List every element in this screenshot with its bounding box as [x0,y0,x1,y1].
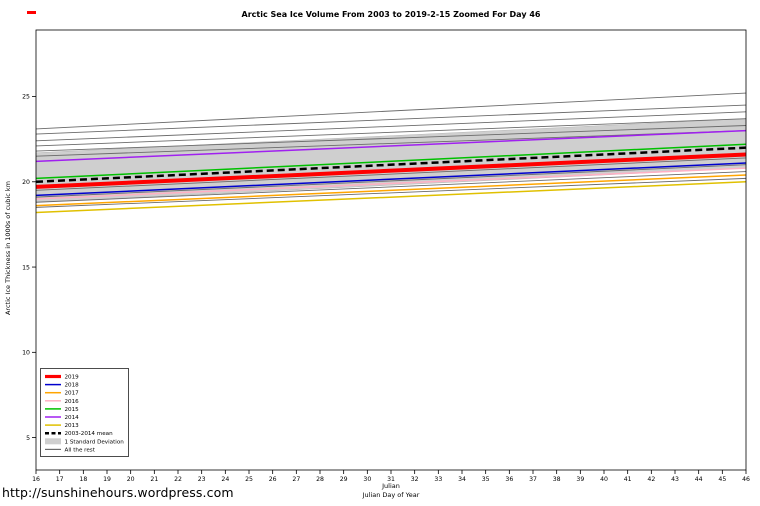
x-tick-label: 27 [292,476,300,483]
x-tick-label: 43 [671,476,679,483]
x-tick-label: 38 [553,476,561,483]
legend-label: 2015 [65,407,80,413]
x-axis-label: Julian Day of Year [362,491,420,499]
x-tick-label: 25 [245,476,253,483]
y-tick-label: 15 [22,264,30,271]
y-tick-label: 10 [22,350,30,357]
series-line-2014 [35,129,747,163]
series-line-2018 [35,162,747,197]
rest-year-line [35,92,747,130]
x-tick-label: 21 [150,476,158,483]
red-dash-mark [27,11,36,14]
x-tick-label: 22 [174,476,182,483]
x-tick-label: 45 [718,476,726,483]
x-tick-label: 17 [56,476,64,483]
legend-label: 2013 [65,423,80,429]
series-line-2016 [35,167,747,200]
x-tick-label: 33 [434,476,442,483]
x-tick-label: 36 [505,476,513,483]
legend-label: 2016 [65,399,80,405]
series-line-2017 [35,174,747,207]
legend-label: All the rest [65,447,96,453]
x-tick-label: 30 [363,476,371,483]
legend-label: 2019 [65,375,80,381]
series-line-2003-2014-mean [35,146,747,184]
rest-year-line [35,164,747,198]
plot-border [35,29,747,471]
series-line-2015 [35,143,747,180]
x-tick-label: 41 [624,476,632,483]
series-line-2019 [35,152,747,189]
x-tick-label: 28 [316,476,324,483]
rest-year-line [35,130,747,157]
rest-year-line [35,157,747,191]
legend-swatch-band [45,438,61,445]
x-tick-label: 31 [387,476,395,483]
x-tick-label: 46 [742,476,750,483]
x-tick-label: 19 [103,476,111,483]
rest-year-line [35,171,747,203]
x-tick-label: 42 [647,476,655,483]
legend-label: 2017 [65,391,80,397]
x-axis-label-julian: Julian [382,482,400,490]
x-tick-label: 29 [340,476,348,483]
legend-label: 1 Standard Deviation [65,439,125,445]
x-tick-label: 20 [127,476,135,483]
x-tick-label: 37 [529,476,537,483]
x-tick-label: 40 [600,476,608,483]
rest-year-line [35,118,747,147]
x-tick-label: 18 [79,476,87,483]
site-url-caption: http://sunshinehours.wordpress.com [2,485,234,500]
legend: 2019 2018 2017 2016 2015 2014 2013 2003-2014 me… [40,368,129,457]
x-tick-label: 32 [411,476,419,483]
series-line-2013 [35,181,747,214]
x-tick-label: 24 [221,476,229,483]
legend-label: 2014 [65,415,80,421]
rest-year-line [35,111,747,142]
chart-title: Arctic Sea Ice Volume From 2003 to 2019-… [241,10,541,19]
rest-year-line [35,177,747,208]
y-tick-label: 25 [22,94,30,101]
rest-year-line [35,125,747,152]
x-tick-label: 23 [198,476,206,483]
x-tick-label: 39 [576,476,584,483]
x-tick-label: 44 [695,476,703,483]
rest-year-line [35,104,747,135]
legend-label: 2003-2014 mean [65,431,114,437]
y-tick-label: 20 [22,179,30,186]
x-tick-label: 16 [32,476,40,483]
x-tick-label: 34 [458,476,466,483]
legend-label: 2018 [65,383,80,389]
x-tick-label: 26 [269,476,277,483]
y-tick-label: 5 [26,435,30,442]
x-tick-label: 35 [482,476,490,483]
